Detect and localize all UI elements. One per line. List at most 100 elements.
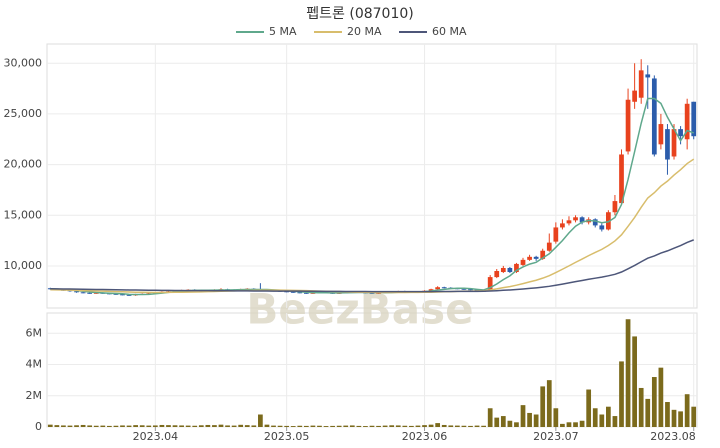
candle-body bbox=[441, 287, 447, 289]
volume-bar bbox=[166, 425, 171, 427]
volume-bar bbox=[67, 425, 73, 427]
candle-body bbox=[632, 90, 637, 102]
volume-bar bbox=[244, 425, 250, 427]
volume-bar bbox=[303, 425, 309, 427]
volume-bar bbox=[61, 425, 66, 427]
volume-bar bbox=[428, 424, 434, 427]
y-tick-label: 2M bbox=[26, 389, 43, 402]
volume-bar bbox=[277, 425, 283, 427]
volume-bar bbox=[363, 426, 368, 427]
candle-body bbox=[546, 242, 552, 251]
volume-bar bbox=[619, 361, 624, 427]
volume-bar bbox=[323, 426, 329, 427]
candle-body bbox=[573, 217, 578, 221]
volume-bar bbox=[566, 422, 572, 427]
volume-bar bbox=[586, 389, 592, 427]
candle-body bbox=[93, 292, 99, 294]
candle-body bbox=[494, 271, 500, 278]
legend-label: 20 MA bbox=[347, 25, 382, 38]
price-pane bbox=[46, 43, 698, 309]
volume-bar bbox=[487, 408, 493, 427]
volume-bar bbox=[192, 425, 198, 427]
volume-bar bbox=[185, 425, 191, 427]
volume-bar bbox=[284, 425, 290, 427]
y-tick-label: 30,000 bbox=[4, 56, 43, 69]
candle-body bbox=[87, 292, 93, 294]
legend-label: 60 MA bbox=[432, 25, 467, 38]
volume-bar bbox=[146, 425, 152, 427]
candle-body bbox=[428, 289, 434, 291]
candle-body bbox=[599, 225, 605, 230]
volume-bar bbox=[271, 425, 276, 427]
volume-bar bbox=[198, 425, 204, 427]
volume-bar bbox=[395, 425, 401, 427]
volume-bar bbox=[514, 422, 519, 427]
candle-body bbox=[461, 288, 467, 290]
x-tick-label: 2023.04 bbox=[133, 430, 179, 443]
volume-bar bbox=[389, 425, 395, 427]
y-tick-label: 4M bbox=[26, 358, 43, 371]
candle-body bbox=[487, 277, 493, 291]
candle-body bbox=[514, 263, 519, 273]
candle-body bbox=[645, 74, 651, 78]
candle-body bbox=[297, 292, 303, 294]
volume-bar bbox=[546, 380, 552, 427]
candle-body bbox=[113, 293, 119, 295]
candle-body bbox=[435, 287, 441, 290]
volume-bar bbox=[74, 425, 79, 427]
candle-body bbox=[612, 201, 618, 213]
candle-body bbox=[507, 267, 513, 273]
x-tick-label: 2023.06 bbox=[402, 430, 448, 443]
volume-bar bbox=[107, 425, 112, 427]
volume-bar bbox=[500, 416, 506, 427]
volume-bar bbox=[317, 425, 322, 427]
volume-bar bbox=[336, 425, 342, 427]
candle-body bbox=[625, 99, 631, 152]
volume-bar bbox=[290, 426, 296, 427]
candle-body bbox=[540, 250, 546, 259]
candle-body bbox=[592, 219, 598, 226]
volume-bar bbox=[520, 405, 526, 427]
volume-bar bbox=[139, 425, 145, 427]
volume-bar bbox=[126, 425, 132, 427]
y-tick-label: 0 bbox=[35, 420, 42, 433]
candle-body bbox=[606, 212, 611, 230]
volume-bar bbox=[560, 423, 565, 427]
candle-body bbox=[303, 292, 309, 294]
volume-bar bbox=[553, 408, 559, 427]
x-tick-label: 2023.05 bbox=[264, 430, 310, 443]
ma-line bbox=[50, 239, 694, 293]
volume-bar bbox=[310, 425, 316, 427]
legend-label: 5 MA bbox=[269, 25, 297, 38]
candle-body bbox=[651, 78, 657, 155]
chart-title: 펩트론 (087010) bbox=[306, 6, 413, 22]
volume-bar bbox=[533, 414, 539, 427]
candle-body bbox=[684, 103, 690, 140]
volume-bar bbox=[212, 425, 217, 427]
y-tick-label: 15,000 bbox=[4, 208, 43, 221]
volume-bar bbox=[179, 425, 184, 427]
volume-bar bbox=[494, 417, 500, 427]
candle-body bbox=[468, 289, 473, 291]
candle-body bbox=[665, 129, 670, 160]
volume-bar bbox=[93, 425, 99, 427]
volume-bar bbox=[80, 424, 86, 427]
volume-bar bbox=[592, 408, 598, 427]
candle-body bbox=[553, 227, 559, 242]
ma-line bbox=[50, 97, 694, 296]
volume-bar bbox=[297, 425, 303, 427]
volume-bar bbox=[218, 424, 224, 427]
volume-bar bbox=[468, 425, 473, 427]
volume-bar bbox=[599, 414, 605, 427]
volume-bar bbox=[159, 424, 165, 427]
volume-bar bbox=[409, 425, 414, 427]
volume-bar bbox=[382, 425, 388, 427]
volume-bar bbox=[422, 425, 427, 427]
volume-bar bbox=[54, 425, 60, 427]
volume-bar bbox=[579, 420, 585, 427]
volume-bar bbox=[671, 409, 677, 427]
candle-body bbox=[74, 291, 79, 293]
volume-bar bbox=[225, 425, 230, 427]
x-tick-label: 2023.07 bbox=[533, 430, 579, 443]
